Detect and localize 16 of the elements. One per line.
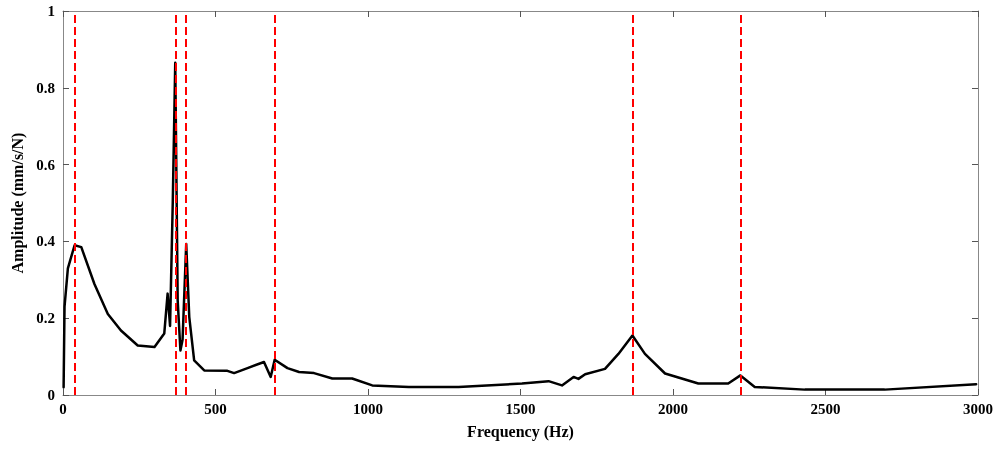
- x-tick-label: 2500: [810, 400, 841, 417]
- x-tick-label: 1500: [505, 400, 536, 417]
- y-tick-label: 0: [47, 387, 55, 403]
- x-tick-label: 2000: [658, 400, 688, 417]
- x-tick-label: 1000: [353, 400, 383, 417]
- y-tick-label: 0.6: [36, 156, 56, 173]
- line-series: [62, 61, 978, 391]
- y-tick-label: 0.8: [36, 79, 55, 96]
- x-tick-label: 3000: [963, 400, 993, 417]
- x-axis-title: Frequency (Hz): [467, 422, 574, 441]
- x-tick-label: 0: [59, 400, 67, 417]
- x-tick-label: 500: [204, 400, 227, 417]
- y-tick-label: 1: [47, 3, 55, 19]
- y-tick-label: 0.4: [36, 233, 56, 250]
- y-tick-label: 0.2: [36, 310, 55, 327]
- y-axis-title: Amplitude (mm/s/N): [8, 132, 27, 274]
